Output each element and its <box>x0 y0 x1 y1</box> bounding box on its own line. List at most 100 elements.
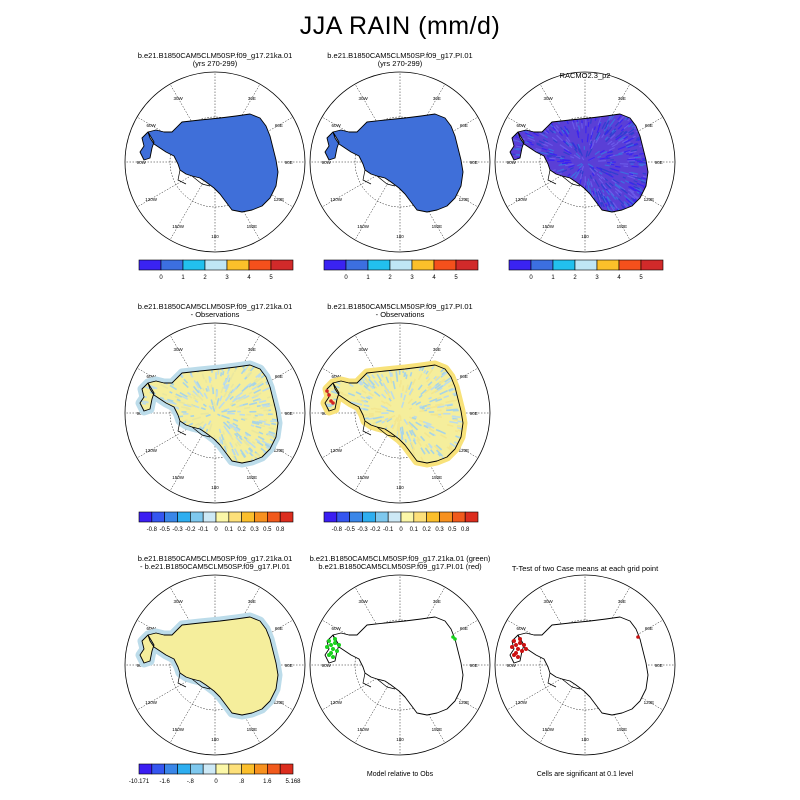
texture-streak <box>220 372 223 377</box>
texture-streak <box>140 444 142 449</box>
significance-dot <box>512 639 516 643</box>
texture-streak <box>597 211 600 212</box>
significance-dot <box>331 401 335 405</box>
texture-streak <box>631 165 639 168</box>
map-boundary <box>309 71 491 253</box>
texture-streak <box>210 399 214 406</box>
longitude-label: 30W <box>173 347 183 352</box>
longitude-label: 180 <box>396 485 404 490</box>
texture-streak <box>610 114 617 120</box>
texture-streak <box>601 121 607 130</box>
texture-streak <box>623 124 630 130</box>
texture-streak <box>360 443 367 450</box>
texture-streak <box>415 401 422 406</box>
texture-streak <box>177 435 182 440</box>
texture-streak <box>161 372 167 378</box>
texture-streak <box>384 424 388 429</box>
texture-streak <box>571 184 576 192</box>
colorbar-label: 0.3 <box>250 527 259 533</box>
longitude-label: 60W <box>331 626 341 631</box>
texture-streak <box>159 451 166 457</box>
texture-streak <box>518 204 524 209</box>
texture-streak <box>340 431 349 436</box>
texture-streak <box>531 114 536 115</box>
panel-title-line1: b.e21.B1850CAM5CLM50SP.f09_g17.PI.01 <box>327 51 473 60</box>
texture-streak <box>252 398 261 402</box>
texture-streak <box>408 463 409 468</box>
colorbar-label: 2 <box>203 275 207 281</box>
texture-streak <box>566 136 571 143</box>
texture-streak <box>393 416 399 423</box>
texture-streak <box>518 114 525 118</box>
texture-streak <box>167 426 173 430</box>
texture-streak <box>194 365 199 367</box>
texture-streak <box>624 210 630 212</box>
longitude-label: 90E <box>285 160 293 165</box>
texture-streak <box>554 155 562 158</box>
texture-streak <box>627 145 632 149</box>
longitude-label: 120E <box>274 197 285 202</box>
texture-streak <box>617 211 620 212</box>
texture-streak <box>521 137 526 141</box>
texture-streak <box>229 360 230 363</box>
colorbar-label: 3 <box>595 275 599 281</box>
texture-streak <box>592 190 595 195</box>
texture-streak <box>165 435 174 441</box>
texture-streak <box>257 435 265 441</box>
colorbar-label: 0 <box>529 275 533 281</box>
texture-streak <box>458 464 462 468</box>
longitude-label: 60W <box>146 626 156 631</box>
texture-streak <box>375 461 380 463</box>
texture-streak <box>200 407 206 411</box>
texture-streak <box>371 444 377 452</box>
texture-streak <box>524 211 529 212</box>
texture-streak <box>234 432 239 438</box>
texture-streak <box>517 209 521 212</box>
texture-streak <box>258 420 266 423</box>
texture-streak <box>170 382 175 386</box>
texture-streak <box>571 214 572 219</box>
panel-21ka-minus-pi: b.e21.B1850CAM5CLM50SP.f09_g17.21ka.01 -… <box>120 555 310 795</box>
texture-streak <box>202 443 207 453</box>
texture-streak <box>178 365 182 369</box>
texture-streak <box>364 457 370 463</box>
texture-streak <box>245 433 249 437</box>
texture-streak <box>523 202 530 208</box>
texture-streak <box>600 175 606 181</box>
texture-streak <box>610 212 613 218</box>
texture-streak <box>554 114 560 120</box>
texture-streak <box>457 420 462 423</box>
texture-streak <box>544 114 551 116</box>
texture-streak <box>546 191 552 197</box>
texture-streak <box>533 149 541 153</box>
texture-streak <box>594 150 600 156</box>
texture-streak <box>229 395 234 401</box>
texture-streak <box>165 459 171 463</box>
texture-streak <box>186 403 195 408</box>
texture-streak <box>554 115 558 120</box>
longitude-label: 180 <box>581 234 589 239</box>
texture-streak <box>140 451 141 456</box>
texture-streak <box>561 155 566 158</box>
texture-streak <box>454 429 459 433</box>
colorbar-cell <box>226 259 250 271</box>
texture-streak <box>423 432 431 438</box>
texture-streak <box>560 198 564 203</box>
texture-streak <box>609 130 617 138</box>
texture-streak <box>555 124 560 129</box>
texture-streak <box>629 188 635 193</box>
colorbar-label: 0 <box>344 275 348 281</box>
colorbar-obs-diff: -0.8 -0.5 -0.3 -0.2 -0.1 0 0.1 0.2 0.3 0.5 0.8 <box>323 511 479 533</box>
texture-streak <box>635 186 640 190</box>
texture-streak <box>549 213 551 216</box>
texture-streak <box>605 213 606 216</box>
texture-streak <box>597 155 602 159</box>
texture-streak <box>180 461 185 463</box>
texture-streak <box>573 154 581 160</box>
texture-streak <box>608 189 615 197</box>
texture-streak <box>610 193 617 200</box>
texture-streak <box>558 131 563 137</box>
texture-streak <box>341 457 349 463</box>
texture-streak <box>510 172 514 175</box>
texture-streak <box>256 464 260 470</box>
